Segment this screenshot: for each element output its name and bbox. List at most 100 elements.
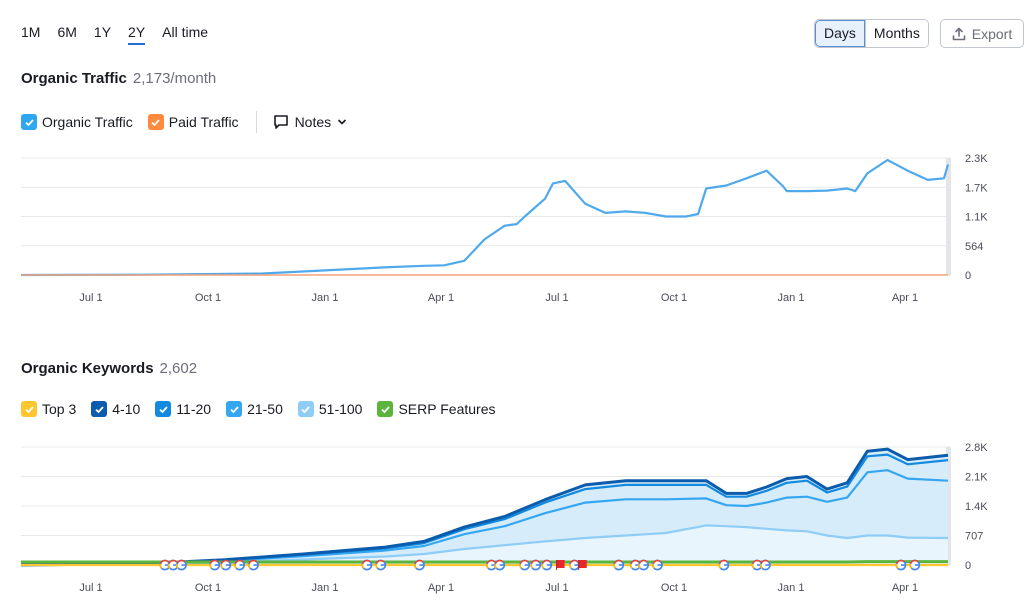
keywords-x-tick-label: Apr 1	[428, 582, 454, 594]
google-update-icon[interactable]	[375, 559, 387, 571]
google-update-icon[interactable]	[361, 559, 373, 571]
traffic-y-tick-label: 2.3K	[965, 153, 988, 165]
traffic-series-organic-traffic	[20, 158, 950, 277]
checkbox-serp-features[interactable]	[377, 401, 394, 417]
legend-paid-traffic[interactable]: Paid Traffic	[147, 114, 239, 130]
months-button[interactable]: Months	[864, 20, 928, 47]
date-range-tabs: 1M 6M 1Y 2Y All time	[21, 24, 225, 45]
google-update-icon[interactable]	[652, 559, 663, 571]
flag-icon[interactable]	[556, 560, 565, 570]
keywords-legend: Top 3 4-10 11-20 21-50 51-100 SERP Features	[21, 401, 510, 417]
checkbox-21-50[interactable]	[226, 401, 243, 417]
traffic-y-tick-label: 1.1K	[965, 212, 988, 224]
traffic-legend: Organic Traffic Paid Traffic Notes	[21, 111, 347, 133]
keywords-title: Organic Keywords	[21, 360, 154, 377]
keywords-y-tick-label: 2.1K	[965, 472, 988, 484]
google-update-icon[interactable]	[414, 559, 425, 571]
legend-serp-features[interactable]: SERP Features	[377, 401, 495, 417]
range-tab-6m[interactable]: 6M	[57, 24, 77, 40]
notes-icon	[273, 115, 288, 129]
traffic-x-tick-label: Apr 1	[428, 292, 454, 304]
keywords-x-tick-label: Apr 1	[892, 582, 918, 594]
google-update-icon[interactable]	[613, 559, 625, 571]
google-update-icon[interactable]	[759, 559, 771, 571]
legend-label-serp-features: SERP Features	[398, 401, 496, 417]
google-update-icon[interactable]	[494, 559, 506, 571]
legend-top-3[interactable]: Top 3	[21, 401, 76, 417]
legend-label-11-20: 11-20	[176, 401, 212, 417]
keywords-title-row: Organic Keywords 2,602	[21, 360, 197, 377]
keywords-x-tick-label: Jul 1	[79, 582, 102, 594]
traffic-value: 2,173/month	[132, 70, 217, 87]
google-update-icon[interactable]	[209, 559, 221, 571]
traffic-x-tick-label: Jan 1	[778, 292, 805, 304]
legend-label-51-100: 51-100	[318, 401, 363, 417]
keywords-value: 2,602	[159, 360, 198, 377]
google-update-icon[interactable]	[220, 559, 232, 571]
checkbox-11-20[interactable]	[155, 401, 172, 417]
google-update-icon[interactable]	[909, 559, 921, 571]
checkbox-organic-traffic[interactable]	[21, 114, 37, 130]
keywords-x-tick-label: Jul 1	[545, 582, 568, 594]
range-tab-all-time[interactable]: All time	[162, 24, 209, 40]
google-update-icon[interactable]	[234, 559, 246, 571]
keywords-x-tick-label: Jan 1	[312, 582, 339, 594]
traffic-x-tick-label: Oct 1	[661, 292, 687, 304]
legend-label-top-3: Top 3	[42, 401, 77, 417]
legend-label-paid-traffic: Paid Traffic	[168, 114, 239, 130]
traffic-x-tick-label: Oct 1	[195, 292, 221, 304]
legend-label-organic-traffic: Organic Traffic	[42, 114, 133, 130]
range-tab-1y[interactable]: 1Y	[93, 24, 112, 40]
flag-icon[interactable]	[578, 560, 587, 570]
keywords-area-fill	[21, 449, 948, 565]
traffic-x-tick-label: Jul 1	[79, 292, 102, 304]
keywords-series-21-50	[20, 469, 949, 567]
notes-label: Notes	[294, 114, 332, 130]
google-update-icon[interactable]	[895, 559, 907, 571]
google-update-icon[interactable]	[569, 559, 580, 571]
traffic-y-tick-label: 0	[965, 270, 971, 282]
legend-organic-traffic[interactable]: Organic Traffic	[21, 114, 133, 130]
export-icon	[952, 27, 966, 40]
organic-keywords-chart: 0 707 1.4K 2.1K 2.8K Jul 1 Oct 1 Jan 1 Apr 1 Jul …	[20, 442, 988, 594]
google-update-icon[interactable]	[167, 559, 179, 571]
keywords-y-tick-label: 1.4K	[965, 501, 988, 513]
notes-dropdown[interactable]: Notes	[273, 114, 348, 130]
export-label: Export	[971, 25, 1013, 42]
legend-21-50[interactable]: 21-50	[226, 401, 283, 417]
google-update-icon[interactable]	[718, 559, 730, 571]
traffic-current-period-shade	[946, 158, 951, 275]
keywords-y-tick-label: 2.8K	[965, 442, 988, 454]
keywords-area-fill-lower	[21, 525, 948, 565]
traffic-x-tick-label: Jul 1	[545, 292, 568, 304]
checkbox-4-10[interactable]	[91, 401, 108, 417]
keywords-current-period-shade	[946, 447, 951, 565]
legend-4-10[interactable]: 4-10	[91, 401, 140, 417]
legend-divider	[255, 111, 257, 133]
keywords-series-4-10	[20, 447, 949, 567]
days-button[interactable]: Days	[815, 20, 865, 47]
google-update-icon[interactable]	[176, 559, 187, 571]
traffic-y-tick-label: 564	[965, 241, 983, 253]
google-update-icon[interactable]	[159, 559, 171, 571]
keywords-x-tick-label: Oct 1	[661, 582, 687, 594]
google-update-icon[interactable]	[638, 559, 650, 571]
google-update-icon[interactable]	[530, 559, 542, 571]
google-update-icon[interactable]	[541, 559, 553, 571]
traffic-title-row: Organic Traffic 2,173/month	[21, 70, 216, 87]
traffic-y-tick-label: 1.7K	[965, 182, 988, 194]
range-tab-1m[interactable]: 1M	[21, 24, 41, 40]
export-button[interactable]: Export	[940, 19, 1024, 48]
chevron-down-icon	[338, 119, 347, 125]
checkbox-paid-traffic[interactable]	[147, 114, 164, 130]
traffic-x-tick-label: Apr 1	[892, 292, 918, 304]
keywords-y-tick-label: 0	[965, 560, 971, 572]
google-update-icon[interactable]	[248, 559, 259, 571]
legend-51-100[interactable]: 51-100	[297, 401, 363, 417]
range-tab-2y[interactable]: 2Y	[128, 24, 146, 45]
legend-11-20[interactable]: 11-20	[155, 401, 211, 417]
google-update-icon[interactable]	[629, 559, 641, 571]
checkbox-51-100[interactable]	[297, 401, 314, 417]
google-update-icon[interactable]	[519, 559, 531, 571]
checkbox-top-3[interactable]	[21, 401, 37, 417]
